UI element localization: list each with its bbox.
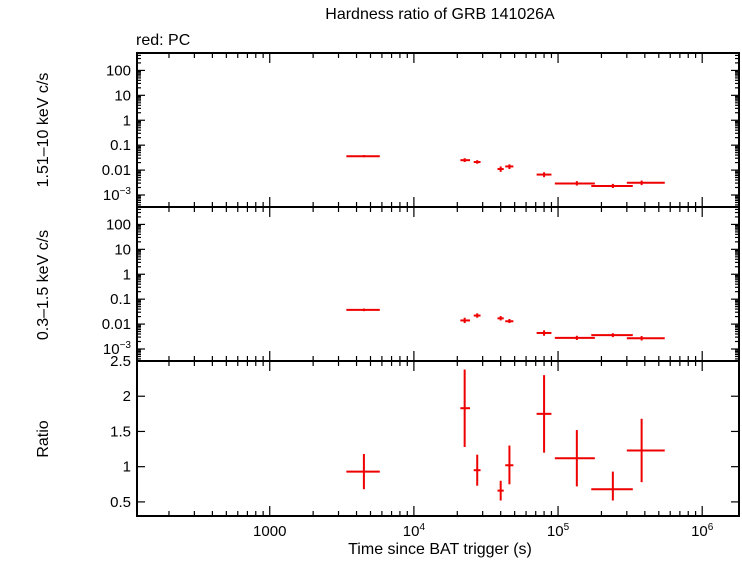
y-tick-label: 1 <box>123 112 131 129</box>
y-tick-label: 1 <box>123 459 131 476</box>
data-point <box>473 454 481 486</box>
y-tick-label: 0.5 <box>110 494 131 511</box>
data-point <box>626 336 665 341</box>
data-point <box>460 317 470 324</box>
y-tick-label: 2 <box>123 388 131 405</box>
data-point <box>591 333 633 338</box>
data-point <box>554 335 595 340</box>
data-point <box>505 445 514 485</box>
data-point <box>536 172 552 178</box>
data-point <box>626 180 665 186</box>
data-point <box>346 454 380 490</box>
data-point <box>473 160 481 164</box>
data-point <box>536 330 552 336</box>
panel-frame-0 <box>136 52 740 208</box>
legend-label: red: PC <box>136 32 191 49</box>
data-point <box>497 316 504 321</box>
y-tick-label: 0.1 <box>110 137 131 154</box>
y-tick-label: 2.5 <box>110 353 131 370</box>
panel-frame-2 <box>136 360 740 517</box>
y-tick-label: 1.5 <box>110 423 131 440</box>
y-tick-label: 10 <box>114 241 131 258</box>
y-tick-label: 0.01 <box>102 316 131 333</box>
y-tick-label: 10 <box>114 87 131 104</box>
data-point <box>505 318 514 324</box>
y-tick-label: 0.1 <box>110 291 131 308</box>
x-tick-label: 104 <box>403 522 426 540</box>
y-tick-label: 0.01 <box>102 162 131 179</box>
data-point <box>497 166 504 172</box>
data-point <box>536 375 552 453</box>
data-point <box>554 430 595 487</box>
chart-title: Hardness ratio of GRB 141026A <box>325 6 555 23</box>
data-point <box>346 155 380 158</box>
y-tick-label: 1 <box>123 266 131 283</box>
data-point <box>460 369 470 447</box>
data-point <box>591 183 633 189</box>
data-point <box>505 164 514 170</box>
y-tick-label: 10−3 <box>103 340 132 358</box>
x-tick-label: 105 <box>547 522 570 540</box>
data-point <box>473 313 481 318</box>
x-axis-label: Time since BAT trigger (s) <box>348 541 532 558</box>
data-point <box>591 471 633 501</box>
y-tick-label: 100 <box>106 62 131 79</box>
y-tick-label: 100 <box>106 216 131 233</box>
y-tick-label: 10−3 <box>103 186 132 204</box>
x-tick-label: 106 <box>691 522 714 540</box>
data-point <box>497 480 504 501</box>
x-tick-label: 1000 <box>253 523 286 540</box>
data-point <box>554 181 595 186</box>
data-point <box>460 158 470 163</box>
data-point <box>626 418 665 483</box>
data-point <box>346 308 380 312</box>
